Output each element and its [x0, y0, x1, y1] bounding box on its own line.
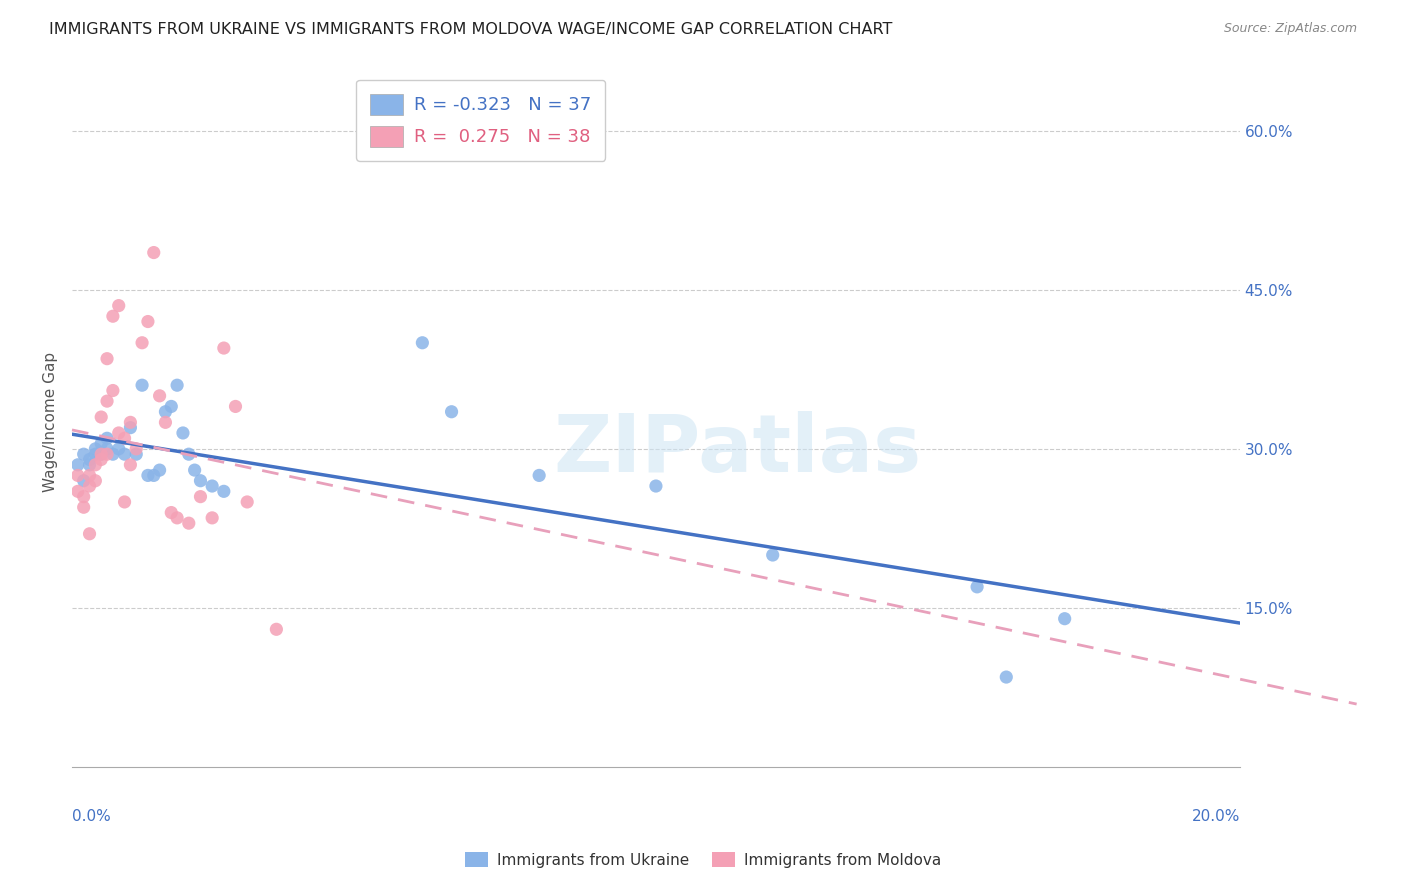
Point	[125, 442, 148, 456]
Point	[762, 548, 785, 562]
Point	[142, 468, 165, 483]
Point	[96, 394, 118, 409]
Point	[149, 389, 172, 403]
Point	[995, 670, 1018, 684]
Point	[645, 479, 668, 493]
Point	[79, 526, 101, 541]
Point	[440, 405, 463, 419]
Point	[527, 468, 550, 483]
Point	[101, 384, 124, 398]
Text: IMMIGRANTS FROM UKRAINE VS IMMIGRANTS FROM MOLDOVA WAGE/INCOME GAP CORRELATION C: IMMIGRANTS FROM UKRAINE VS IMMIGRANTS FR…	[49, 22, 893, 37]
Point	[84, 474, 107, 488]
Point	[166, 511, 188, 525]
Point	[212, 341, 235, 355]
Point	[84, 442, 107, 456]
Point	[177, 516, 200, 531]
Point	[125, 447, 148, 461]
Point	[90, 452, 112, 467]
Point	[114, 495, 136, 509]
Point	[114, 431, 136, 445]
Point	[201, 511, 224, 525]
Point	[149, 463, 172, 477]
Point	[966, 580, 988, 594]
Point	[73, 447, 96, 461]
Point	[120, 458, 142, 472]
Point	[90, 410, 112, 425]
Point	[266, 622, 288, 636]
Point	[212, 484, 235, 499]
Point	[166, 378, 188, 392]
Point	[96, 447, 118, 461]
Text: 0.0%: 0.0%	[72, 809, 111, 823]
Point	[411, 335, 433, 350]
Point	[136, 468, 159, 483]
Point	[120, 415, 142, 429]
Point	[96, 351, 118, 366]
Point	[131, 378, 153, 392]
Point	[131, 335, 153, 350]
Point	[172, 425, 194, 440]
Point	[160, 400, 183, 414]
Point	[96, 442, 118, 456]
Point	[114, 447, 136, 461]
Point	[66, 484, 89, 499]
Point	[84, 447, 107, 461]
Point	[201, 479, 224, 493]
Point	[73, 490, 96, 504]
Text: Source: ZipAtlas.com: Source: ZipAtlas.com	[1223, 22, 1357, 36]
Point	[190, 474, 212, 488]
Point	[90, 447, 112, 461]
Point	[177, 447, 200, 461]
Point	[107, 442, 129, 456]
Point	[79, 479, 101, 493]
Point	[90, 447, 112, 461]
Point	[90, 436, 112, 450]
Point	[96, 431, 118, 445]
Point	[66, 458, 89, 472]
Point	[160, 506, 183, 520]
Legend: Immigrants from Ukraine, Immigrants from Moldova: Immigrants from Ukraine, Immigrants from…	[457, 844, 949, 875]
Point	[101, 447, 124, 461]
Legend: R = -0.323   N = 37, R =  0.275   N = 38: R = -0.323 N = 37, R = 0.275 N = 38	[356, 79, 606, 161]
Point	[190, 490, 212, 504]
Point	[79, 458, 101, 472]
Point	[73, 500, 96, 515]
Point	[84, 458, 107, 472]
Point	[107, 425, 129, 440]
Point	[225, 400, 247, 414]
Point	[120, 420, 142, 434]
Point	[236, 495, 259, 509]
Text: ZIPatlas: ZIPatlas	[554, 411, 922, 489]
Point	[73, 474, 96, 488]
Y-axis label: Wage/Income Gap: Wage/Income Gap	[44, 352, 58, 492]
Text: 20.0%: 20.0%	[1191, 809, 1240, 823]
Point	[155, 415, 177, 429]
Point	[66, 468, 89, 483]
Point	[183, 463, 205, 477]
Point	[155, 405, 177, 419]
Point	[79, 468, 101, 483]
Point	[79, 452, 101, 467]
Point	[101, 310, 124, 324]
Point	[107, 299, 129, 313]
Point	[1053, 612, 1076, 626]
Point	[142, 245, 165, 260]
Point	[136, 314, 159, 328]
